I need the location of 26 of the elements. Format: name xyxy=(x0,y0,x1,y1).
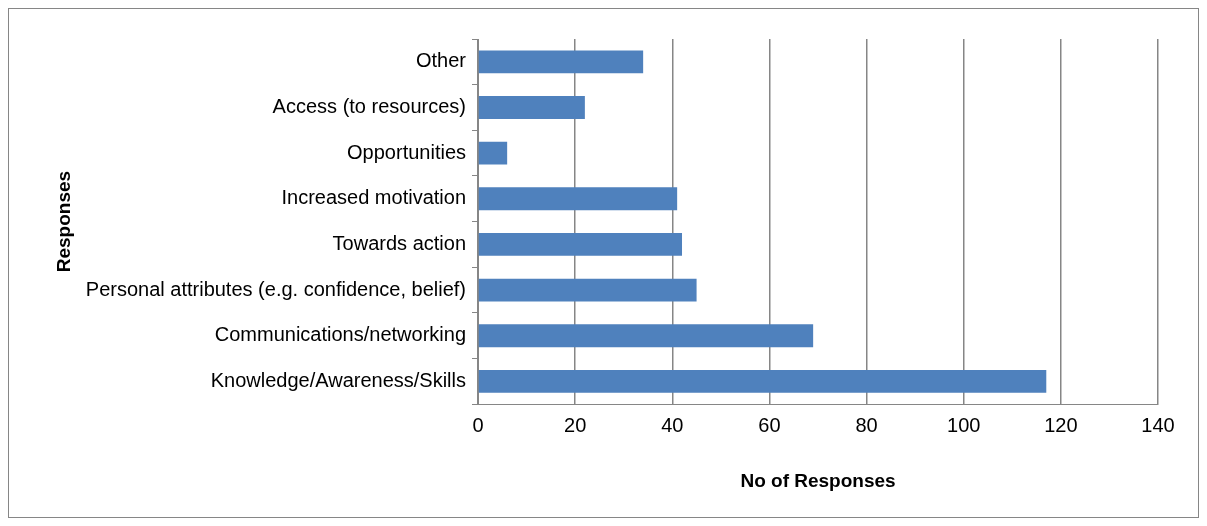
x-tick-label: 100 xyxy=(947,413,981,436)
bar xyxy=(478,278,697,302)
bar xyxy=(478,324,814,348)
y-tick-label: Communications/networking xyxy=(214,323,467,346)
bar xyxy=(478,233,683,256)
x-tick-label: 120 xyxy=(1044,413,1078,436)
bar xyxy=(478,141,508,165)
x-tick-label: 60 xyxy=(758,413,781,436)
y-tick-label: Other xyxy=(415,49,467,72)
x-tick-label: 0 xyxy=(472,413,484,436)
bar xyxy=(478,50,644,74)
bar xyxy=(478,96,585,119)
bar xyxy=(478,187,678,211)
x-tick-label: 80 xyxy=(855,413,878,436)
y-tick-label: Increased motivation xyxy=(281,186,467,209)
x-tick-label: 20 xyxy=(564,413,587,436)
y-axis-title: Responses xyxy=(52,170,74,273)
x-tick-label: 140 xyxy=(1141,413,1175,436)
y-tick-label: Access (to resources) xyxy=(272,94,467,117)
x-tick-label: 40 xyxy=(661,413,684,436)
bar xyxy=(478,369,1047,393)
y-tick-label: Opportunities xyxy=(347,140,467,163)
y-tick-label: Knowledge/Awareness/Skills xyxy=(210,368,467,391)
x-axis-title: No of Responses xyxy=(740,469,896,491)
y-tick-label: Personal attributes (e.g. confidence, belief) xyxy=(85,277,467,300)
y-tick-label: Towards action xyxy=(332,231,467,254)
